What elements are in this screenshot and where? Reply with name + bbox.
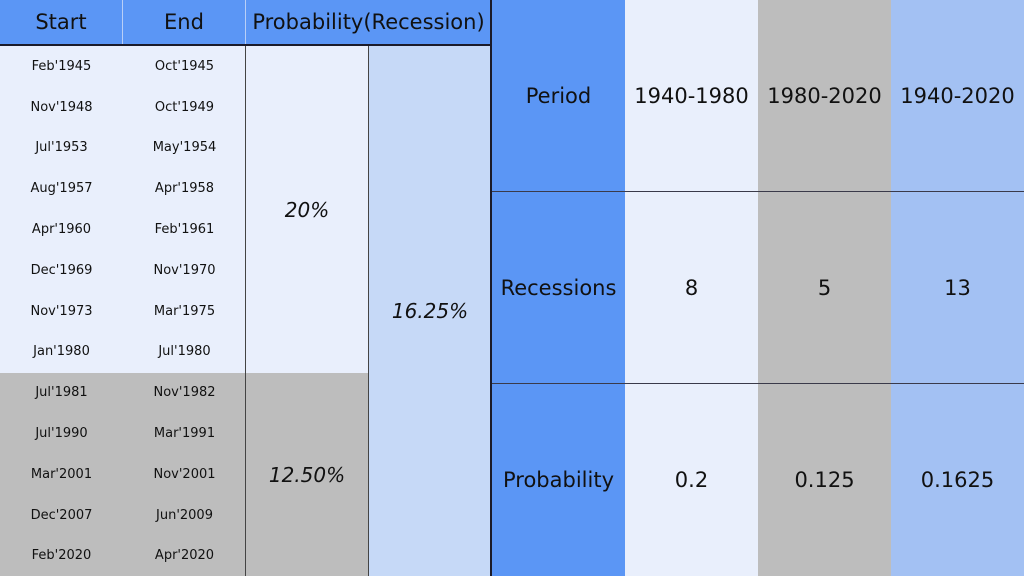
- end-date-cell: Oct'1945: [154, 58, 215, 74]
- prob-1980-2020-cell: [246, 373, 369, 576]
- period-cell: 1940-2020: [891, 0, 1024, 192]
- end-date-cell: Apr'2020: [154, 548, 215, 564]
- table-row: Nov'1948 Oct'1949: [0, 87, 246, 128]
- period-cell: 1980-2020: [758, 0, 891, 192]
- table-row: Nov'1973 Mar'1975: [0, 291, 246, 332]
- end-date-cell: Nov'1982: [153, 385, 216, 401]
- period-cell: 1940-1980: [625, 0, 758, 192]
- start-date-cell: Feb'1945: [31, 58, 92, 74]
- table-row: Feb'2020 Apr'2020: [0, 536, 246, 576]
- divider-vertical: [245, 46, 246, 576]
- start-date-cell: Feb'2020: [31, 548, 92, 564]
- start-date-cell: Jul'1990: [35, 426, 88, 442]
- prob-total-cell: [369, 46, 491, 576]
- row-divider: [492, 191, 1024, 192]
- row-label-recessions: Recessions: [492, 192, 625, 384]
- table-row: Jul'1990 Mar'1991: [0, 413, 246, 454]
- period-1980-2020-block: [0, 373, 246, 576]
- table-row: Feb'1945 Oct'1945: [0, 46, 246, 87]
- table-row: Apr'1960 Feb'1961: [0, 209, 246, 250]
- start-date-cell: Nov'1948: [30, 99, 93, 115]
- end-date-cell: Oct'1949: [154, 99, 215, 115]
- probability-cell: 0.1625: [891, 384, 1024, 576]
- table-row: Aug'1957 Apr'1958: [0, 168, 246, 209]
- recessions-cell: 8: [625, 192, 758, 384]
- header-end: End: [123, 0, 246, 44]
- start-date-cell: Nov'1973: [30, 303, 93, 319]
- end-date-cell: May'1954: [152, 140, 217, 156]
- end-date-cell: Nov'1970: [153, 262, 216, 278]
- table-row: Jan'1980 Jul'1980: [0, 332, 246, 373]
- table-row: Dec'2007 Jun'2009: [0, 495, 246, 536]
- prob-total-value: 16.25%: [391, 299, 469, 323]
- header-divider: [0, 44, 491, 46]
- row-label-period: Period: [492, 0, 625, 192]
- end-date-cell: Jun'2009: [156, 507, 213, 523]
- end-date-cell: Apr'1958: [154, 181, 215, 197]
- recessions-cell: 5: [758, 192, 891, 384]
- start-date-cell: Jan'1980: [33, 344, 90, 360]
- end-date-cell: Jul'1980: [158, 344, 211, 360]
- start-date-cell: Aug'1957: [30, 181, 93, 197]
- start-date-cell: Dec'2007: [30, 507, 93, 523]
- start-date-cell: Mar'2001: [30, 466, 93, 482]
- header-start: Start: [0, 0, 123, 44]
- prob-1940-1980-value: 20%: [284, 197, 330, 222]
- divider-vertical: [368, 46, 369, 576]
- table-row: Jul'1953 May'1954: [0, 128, 246, 169]
- start-date-cell: Jul'1981: [35, 385, 88, 401]
- start-date-cell: Jul'1953: [35, 140, 88, 156]
- row-label-probability: Probability: [492, 384, 625, 576]
- recession-date-list: Feb'1945 Oct'1945 Nov'1948 Oct'1949 Jul'1953…: [0, 46, 246, 576]
- end-date-cell: Mar'1991: [153, 426, 216, 442]
- divider-vertical: [490, 0, 492, 576]
- prob-1980-2020-value: 12.50%: [268, 462, 346, 487]
- probability-cell: 0.125: [758, 384, 891, 576]
- header-probability: Probability(Recession): [246, 0, 491, 44]
- probability-cell: 0.2: [625, 384, 758, 576]
- table-row: Mar'2001 Nov'2001: [0, 454, 246, 495]
- table-row: Dec'1969 Nov'1970: [0, 250, 246, 291]
- end-date-cell: Feb'1961: [154, 222, 215, 238]
- table-row: Jul'1981 Nov'1982: [0, 372, 246, 413]
- start-date-cell: Apr'1960: [31, 222, 92, 238]
- end-date-cell: Mar'1975: [153, 303, 216, 319]
- period-1940-1980-block: [0, 46, 246, 373]
- recessions-cell: 13: [891, 192, 1024, 384]
- row-divider: [492, 383, 1024, 384]
- start-date-cell: Dec'1969: [30, 262, 93, 278]
- prob-1940-1980-cell: [246, 46, 369, 373]
- end-date-cell: Nov'2001: [153, 466, 216, 482]
